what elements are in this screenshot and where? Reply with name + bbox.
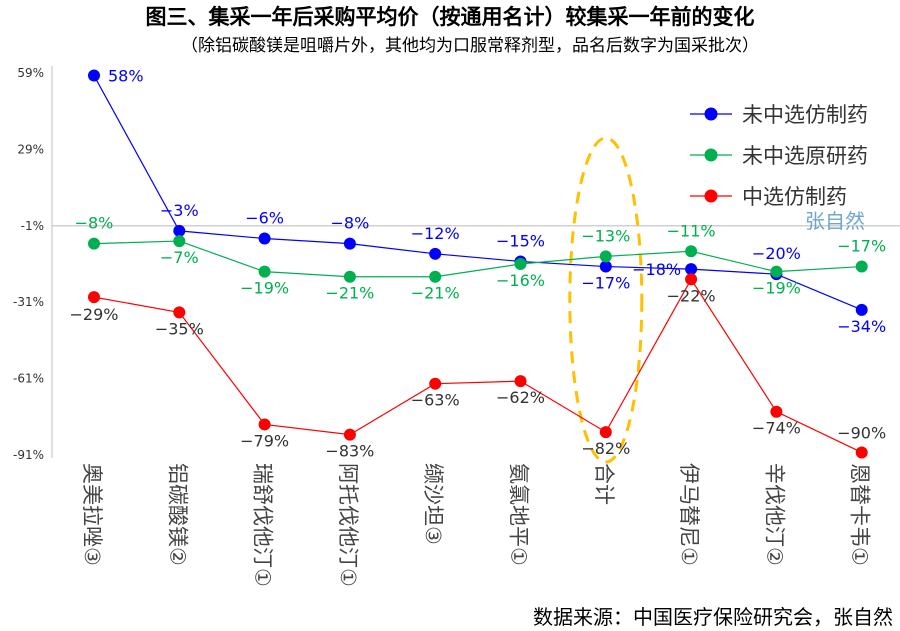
data-label: −34% xyxy=(837,317,886,336)
data-point xyxy=(685,273,698,286)
data-label: −11% xyxy=(667,221,716,240)
chart-subtitle: （除铝碳酸镁是咀嚼片外，其他均为口服常释剂型，品名后数字为国采批次） xyxy=(181,36,759,56)
data-label: −19% xyxy=(752,279,801,298)
data-point xyxy=(258,418,271,431)
y-tick-label: -31% xyxy=(13,295,44,309)
data-point xyxy=(599,426,612,439)
data-label: −63% xyxy=(411,391,460,410)
data-label: −83% xyxy=(325,442,374,461)
series-line xyxy=(93,278,862,453)
data-point xyxy=(685,263,698,276)
legend-marker xyxy=(704,148,718,162)
data-label: −13% xyxy=(581,226,630,245)
data-point xyxy=(770,405,783,418)
data-point xyxy=(599,250,612,263)
y-tick-label: -61% xyxy=(13,372,44,386)
data-label: −3% xyxy=(160,201,199,220)
data-point xyxy=(514,375,527,388)
data-label: −18% xyxy=(632,260,681,279)
data-label: −82% xyxy=(581,439,630,458)
data-point xyxy=(258,232,271,245)
data-label: −35% xyxy=(155,319,204,338)
x-tick-label: 奥美拉唑③ xyxy=(80,463,104,566)
data-point xyxy=(343,237,356,250)
watermark: 张自然 xyxy=(805,209,865,233)
y-tick-label: 59% xyxy=(17,66,44,80)
data-point xyxy=(88,69,100,82)
data-label: −21% xyxy=(325,284,374,303)
legend-marker xyxy=(704,189,718,203)
data-label: −15% xyxy=(496,231,545,250)
data-point xyxy=(514,258,527,270)
data-label: −20% xyxy=(752,244,801,263)
data-label: −62% xyxy=(496,388,545,407)
x-tick-label: 铝碳酸镁② xyxy=(165,463,189,566)
y-tick-label: -1% xyxy=(21,219,44,233)
data-label: −17% xyxy=(581,274,630,293)
data-point xyxy=(173,235,186,248)
data-label: −16% xyxy=(496,271,545,290)
legend-marker xyxy=(704,107,718,121)
data-point xyxy=(429,377,442,390)
data-point xyxy=(173,306,186,319)
data-label: −19% xyxy=(240,279,289,298)
data-label: −79% xyxy=(240,431,289,450)
data-label: −90% xyxy=(837,423,886,442)
legend-label: 未中选仿制药 xyxy=(742,103,868,127)
chart-title: 图三、集采一年后采购平均价（按通用名计）较集采一年前的变化 xyxy=(146,5,755,29)
data-label: −7% xyxy=(160,248,199,267)
data-label: −29% xyxy=(70,305,119,324)
x-tick-label: 合计 xyxy=(592,463,616,505)
legend-label: 未中选原研药 xyxy=(742,144,868,168)
data-point xyxy=(88,291,100,304)
x-tick-label: 恩替卡韦① xyxy=(848,463,872,566)
data-point xyxy=(343,428,356,441)
series-line xyxy=(93,240,862,278)
x-tick-label: 伊马替尼① xyxy=(677,463,701,566)
data-label: 58% xyxy=(108,67,144,86)
data-label: −22% xyxy=(667,286,716,305)
data-point xyxy=(770,265,783,278)
x-tick-label: 缬沙坦③ xyxy=(421,463,445,545)
series-line xyxy=(93,75,862,311)
data-point xyxy=(685,245,698,258)
x-tick-label: 阿托伐他汀① xyxy=(336,463,360,587)
data-point xyxy=(88,237,100,250)
data-label: −74% xyxy=(752,419,801,438)
legend-label: 中选仿制药 xyxy=(742,185,847,209)
data-point xyxy=(599,260,612,273)
data-point xyxy=(343,270,356,283)
x-tick-label: 辛伐他汀② xyxy=(762,463,786,566)
x-tick-label: 氨氯地平① xyxy=(507,463,531,566)
y-tick-label: -91% xyxy=(13,448,44,462)
data-point xyxy=(429,247,442,260)
data-label: −17% xyxy=(837,237,886,256)
y-tick-label: 29% xyxy=(17,142,44,156)
data-label: −6% xyxy=(245,209,284,228)
data-point xyxy=(855,260,868,273)
data-label: −21% xyxy=(411,284,460,303)
data-point xyxy=(855,446,868,459)
data-point xyxy=(258,265,271,278)
x-tick-label: 瑞舒伐他汀① xyxy=(251,463,275,587)
data-label: −8% xyxy=(331,214,370,233)
data-label: −8% xyxy=(75,214,114,233)
data-point xyxy=(429,270,442,283)
data-label: −12% xyxy=(411,224,460,243)
data-point xyxy=(173,224,186,237)
highlight-ellipse xyxy=(568,136,644,464)
source-note: 数据来源：中国医疗保险研究会，张自然 xyxy=(533,605,893,629)
data-point xyxy=(855,303,868,316)
